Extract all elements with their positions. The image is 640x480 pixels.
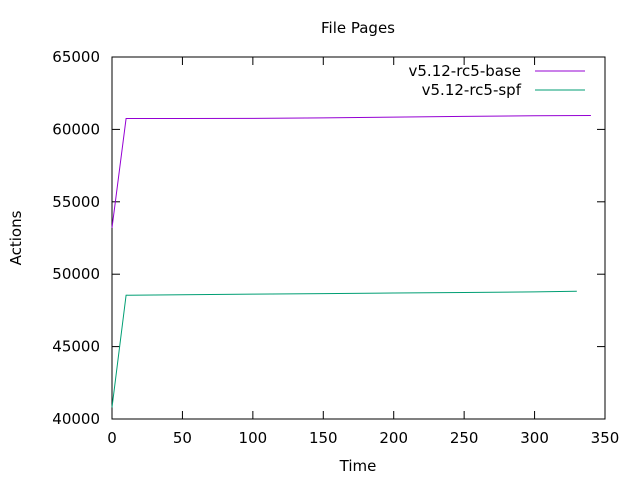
chart-title: File Pages xyxy=(321,19,395,37)
y-tick-label: 45000 xyxy=(52,338,100,356)
x-tick-label: 350 xyxy=(591,429,620,447)
legend-label: v5.12-rc5-spf xyxy=(422,81,522,99)
series-line xyxy=(111,115,591,228)
series-lines xyxy=(111,115,591,408)
x-axis-ticks: 0 50 100 150 200 250 300 350 xyxy=(107,57,619,447)
x-tick-label: 300 xyxy=(520,429,549,447)
x-tick-label: 50 xyxy=(173,429,192,447)
x-tick-label: 0 xyxy=(107,429,117,447)
y-tick-label: 40000 xyxy=(52,410,100,428)
x-axis-label: Time xyxy=(339,457,377,475)
x-tick-label: 250 xyxy=(450,429,479,447)
y-tick-label: 55000 xyxy=(52,193,100,211)
y-axis-label: Actions xyxy=(7,210,25,265)
series-line xyxy=(111,290,577,408)
x-tick-label: 200 xyxy=(379,429,408,447)
plot-frame xyxy=(111,56,606,420)
y-tick-label: 50000 xyxy=(52,265,100,283)
x-tick-label: 100 xyxy=(239,429,268,447)
y-tick-label: 65000 xyxy=(52,48,100,66)
y-tick-label: 60000 xyxy=(52,120,100,138)
x-tick-label: 150 xyxy=(309,429,338,447)
y-axis-ticks: 40000 45000 50000 55000 60000 65000 xyxy=(52,48,605,428)
legend-label: v5.12-rc5-base xyxy=(409,62,522,80)
